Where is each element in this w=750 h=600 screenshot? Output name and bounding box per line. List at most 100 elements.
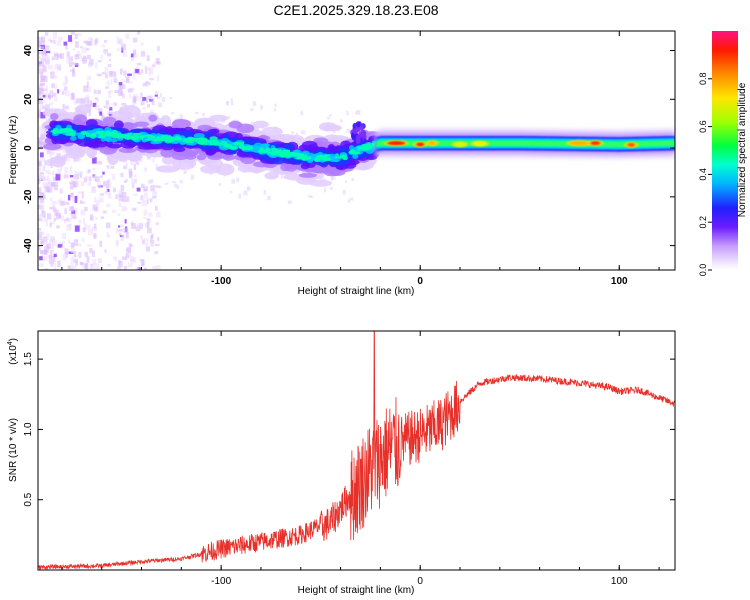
noise-speck: [344, 180, 348, 184]
noise-speck: [157, 75, 160, 82]
noise-speck: [158, 102, 163, 108]
noise-speck: [76, 180, 79, 187]
noise-speck: [105, 103, 111, 110]
noise-speck: [44, 54, 48, 59]
noise-speck: [92, 102, 97, 108]
noise-speck: [117, 264, 122, 270]
noise-speck: [74, 33, 78, 40]
noise-speck: [356, 109, 361, 115]
noise-speck: [42, 88, 47, 91]
noise-speck: [95, 217, 98, 221]
band-blob: [215, 163, 235, 176]
noise-speck: [105, 192, 111, 195]
noise-speck: [155, 205, 158, 211]
noise-speck: [41, 61, 45, 67]
noise-speck: [104, 67, 109, 74]
noise-speck: [346, 128, 351, 133]
snr-ylabel: SNR (10 * v/v): [8, 418, 19, 482]
noise-speck: [42, 94, 46, 98]
noise-speck: [49, 239, 53, 246]
noise-speck: [87, 101, 90, 108]
noise-speck: [39, 231, 45, 236]
noise-speck: [97, 89, 101, 95]
band-blob: [196, 154, 206, 161]
noise-speck: [55, 173, 61, 181]
noise-speck: [53, 185, 59, 191]
snr-panel: -100 0 100 0.5 1.0 1.5 Height of straight lin…: [7, 330, 676, 596]
noise-speck: [143, 189, 147, 192]
noise-speck: [38, 95, 42, 99]
noise-speck: [67, 194, 71, 201]
noise-speck: [68, 206, 74, 211]
noise-speck: [38, 99, 44, 105]
noise-speck: [346, 110, 349, 116]
snr-scale-factor: (x104): [7, 338, 19, 365]
noise-speck: [146, 197, 150, 201]
noise-speck: [263, 190, 266, 195]
band-hotspot: [387, 141, 406, 146]
noise-speck: [118, 195, 124, 202]
noise-speck: [246, 186, 251, 189]
noise-speck: [97, 182, 102, 188]
noise-speck: [183, 170, 187, 174]
noise-speck: [93, 223, 97, 229]
noise-speck: [73, 258, 79, 263]
noise-speck: [48, 102, 54, 106]
noise-speck: [130, 161, 135, 166]
noise-speck: [148, 71, 151, 76]
band-blob: [265, 147, 271, 150]
noise-speck: [155, 58, 160, 64]
noise-speck: [57, 54, 62, 58]
colorbar: 0.0 0.2 0.4 0.6 0.8 Normalized spectral ampl…: [698, 31, 748, 276]
band-blob: [301, 140, 318, 150]
band-blob: [133, 121, 149, 127]
band-blob: [111, 135, 118, 139]
noise-speck: [51, 56, 54, 61]
noise-speck: [140, 235, 144, 240]
noise-speck: [146, 218, 151, 222]
noise-speck: [46, 213, 52, 220]
noise-speck: [41, 240, 45, 246]
noise-speck: [106, 165, 110, 169]
noise-speck: [137, 62, 142, 66]
noise-speck: [68, 61, 73, 67]
noise-speck: [57, 199, 60, 205]
noise-speck: [123, 79, 127, 83]
noise-speck: [129, 171, 133, 177]
noise-speck: [41, 211, 46, 218]
noise-speck: [67, 217, 71, 223]
band-blob: [97, 136, 105, 139]
noise-speck: [45, 104, 50, 111]
noise-speck: [82, 218, 86, 225]
spectrogram-panel: -100 0 100 -40 -20 0 20 40 Height of straight l…: [8, 30, 676, 297]
noise-speck: [78, 98, 82, 104]
noise-speck: [51, 221, 55, 225]
noise-speck: [74, 170, 77, 176]
colorbar-tick-label: 0.4: [698, 168, 708, 181]
band-hotspot: [455, 142, 466, 147]
band-blob: [272, 158, 286, 165]
band-blob: [73, 114, 88, 125]
noise-speck: [68, 35, 73, 42]
noise-speck: [80, 46, 83, 49]
noise-speck: [127, 88, 133, 93]
noise-speck: [74, 101, 78, 105]
noise-speck: [51, 246, 54, 253]
noise-speck: [71, 213, 76, 219]
colorbar-tick-label: 0.0: [698, 264, 708, 277]
noise-speck: [38, 51, 43, 55]
noise-speck: [42, 258, 48, 262]
noise-speck: [54, 52, 59, 57]
noise-speck: [124, 219, 127, 224]
noise-speck: [122, 84, 126, 90]
band-blob: [200, 164, 221, 174]
noise-speck: [123, 70, 127, 76]
noise-speck: [106, 53, 112, 57]
noise-speck: [134, 178, 138, 184]
noise-speck: [39, 103, 44, 111]
noise-speck: [112, 173, 116, 180]
band-blob: [228, 120, 243, 129]
snr-axes: -100 0 100 0.5 1.0 1.5: [23, 331, 675, 587]
noise-speck: [100, 175, 103, 179]
noise-speck: [54, 209, 60, 213]
